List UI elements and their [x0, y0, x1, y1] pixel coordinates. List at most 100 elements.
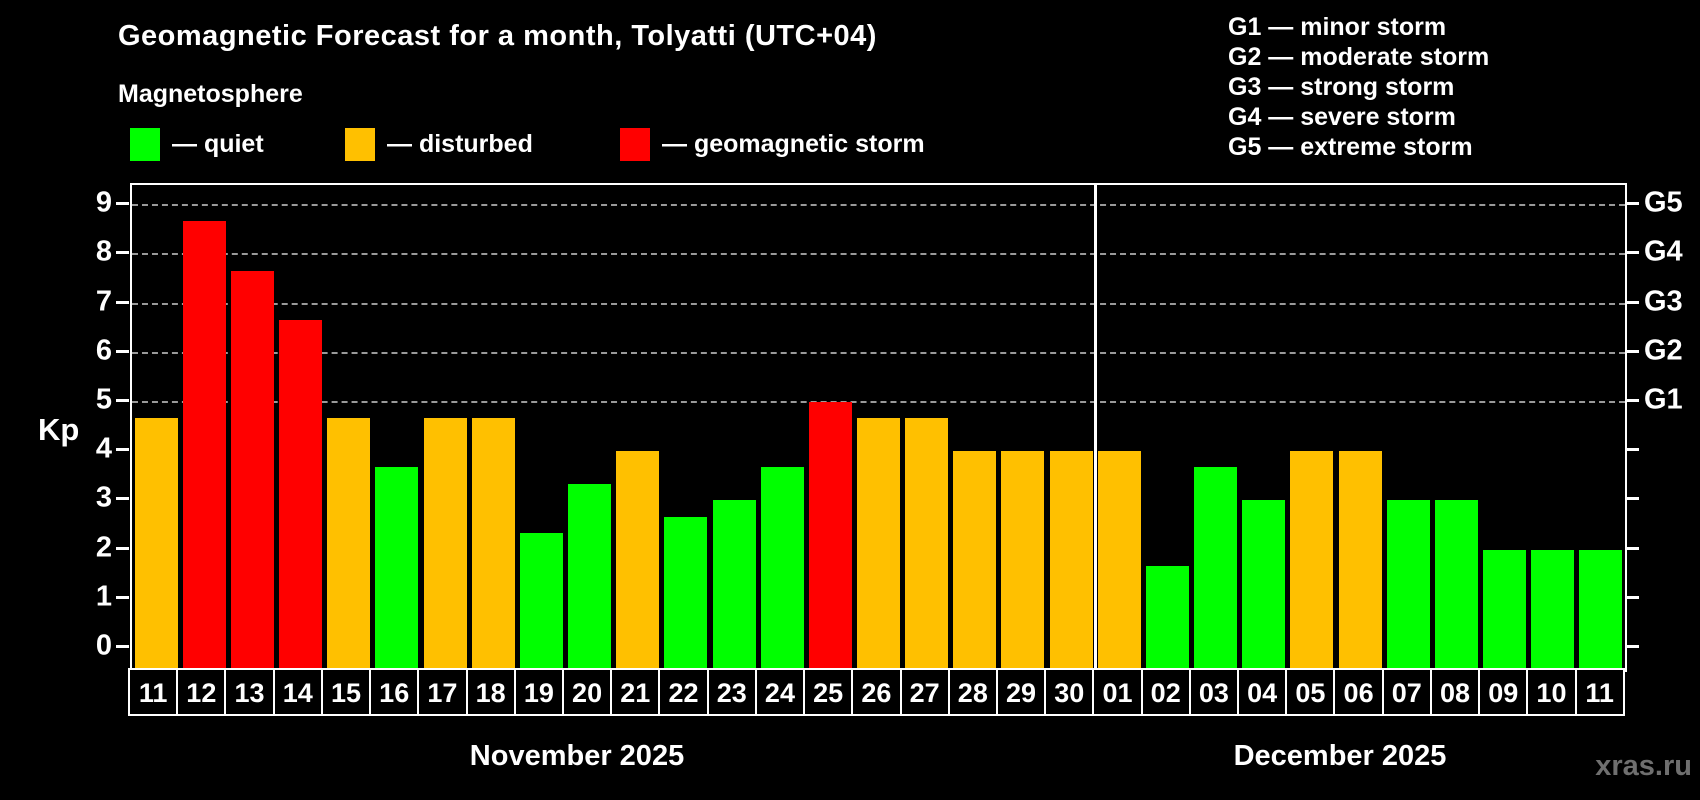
kp-bar-nov-11 [134, 418, 178, 670]
day-label-nov-11: 11 [128, 668, 179, 716]
left-tick-1 [116, 595, 129, 599]
kp-bar-nov-16 [375, 467, 419, 670]
legend-label-quiet: — quiet [172, 130, 264, 158]
month-label-december: December 2025 [1233, 740, 1447, 772]
kp-bar-nov-18 [471, 418, 515, 670]
kp-bar-dec-08 [1434, 500, 1478, 670]
right-tick-3 [1626, 497, 1639, 501]
quiet-color-swatch [130, 128, 160, 161]
right-axis-label-g2: G2 [1644, 334, 1683, 367]
kp-bar-dec-10 [1531, 549, 1575, 670]
kp-bar-nov-20 [568, 484, 612, 670]
kp-bar-nov-22 [664, 516, 708, 670]
day-label-nov-13: 13 [224, 668, 275, 716]
day-label-dec-11: 11 [1574, 668, 1625, 716]
left-tick-0 [116, 645, 129, 648]
right-axis-label-g3: G3 [1644, 285, 1683, 318]
kp-bar-nov-19 [519, 533, 563, 670]
plot-area [130, 183, 1627, 672]
left-tick-5 [116, 399, 129, 402]
right-tick-1 [1626, 595, 1639, 599]
kp-bar-dec-09 [1483, 549, 1527, 670]
storm-scale-line-g1: G1 — minor storm [1228, 13, 1447, 41]
gridline-kp5 [132, 401, 1625, 403]
storm-scale-line-g4: G4 — severe storm [1228, 103, 1456, 131]
kp-bar-nov-17 [423, 418, 467, 670]
kp-bar-nov-15 [327, 418, 371, 670]
kp-bar-dec-01 [1097, 451, 1141, 670]
kp-bar-nov-28 [953, 451, 997, 670]
storm-scale-line-g2: G2 — moderate storm [1228, 43, 1490, 71]
day-label-dec-01: 01 [1092, 668, 1143, 716]
right-axis-label-g5: G5 [1644, 186, 1683, 219]
left-tick-8 [116, 251, 129, 255]
y-tick-label-9: 9 [95, 186, 112, 219]
y-tick-label-0: 0 [95, 629, 112, 662]
day-label-nov-29: 29 [995, 668, 1047, 716]
kp-bar-nov-12 [182, 221, 226, 670]
watermark: xras.ru [1595, 750, 1692, 782]
right-tick-2 [1626, 546, 1639, 550]
y-tick-label-8: 8 [95, 235, 112, 268]
y-tick-label-2: 2 [95, 531, 112, 564]
day-label-nov-27: 27 [899, 668, 950, 716]
day-label-nov-28: 28 [947, 668, 998, 716]
gridline-kp6 [132, 351, 1625, 354]
kp-bar-dec-07 [1386, 500, 1430, 670]
day-label-nov-26: 26 [851, 668, 902, 716]
kp-bar-dec-02 [1145, 565, 1189, 670]
day-label-nov-15: 15 [320, 668, 372, 716]
day-label-dec-06: 06 [1333, 668, 1384, 716]
day-label-nov-24: 24 [754, 668, 806, 716]
day-label-nov-30: 30 [1044, 668, 1095, 716]
storm-color-swatch [620, 128, 650, 161]
day-label-nov-21: 21 [610, 668, 661, 716]
gridline-kp9 [132, 204, 1625, 207]
storm-scale-line-g3: G3 — strong storm [1228, 73, 1455, 101]
kp-bar-nov-30 [1049, 451, 1093, 670]
kp-bar-nov-27 [905, 418, 949, 670]
kp-bar-nov-29 [1001, 451, 1045, 670]
left-tick-6 [116, 349, 129, 353]
chart-subtitle: Magnetosphere [118, 80, 303, 108]
kp-bar-nov-13 [230, 270, 274, 670]
y-tick-label-5: 5 [95, 383, 112, 416]
day-label-nov-16: 16 [369, 668, 420, 716]
disturbed-color-swatch [345, 128, 375, 161]
kp-bar-nov-24 [760, 467, 804, 670]
kp-bar-dec-03 [1194, 467, 1238, 670]
right-tick-6 [1626, 349, 1639, 353]
y-tick-label-3: 3 [95, 481, 112, 514]
kp-bar-nov-21 [616, 451, 660, 670]
day-label-nov-12: 12 [176, 668, 227, 716]
right-tick-4 [1626, 448, 1639, 452]
kp-bar-nov-23 [712, 500, 756, 670]
kp-bar-dec-11 [1579, 549, 1623, 670]
day-label-nov-18: 18 [465, 668, 516, 716]
day-label-nov-20: 20 [561, 668, 613, 716]
day-label-nov-25: 25 [803, 668, 854, 716]
legend-label-storm: — geomagnetic storm [662, 130, 925, 158]
left-tick-2 [116, 546, 129, 550]
right-tick-7 [1626, 300, 1639, 304]
y-tick-label-7: 7 [95, 285, 112, 318]
day-label-dec-03: 03 [1188, 668, 1240, 716]
kp-bar-nov-26 [857, 418, 900, 670]
y-axis-label: Kp [38, 412, 80, 447]
day-label-dec-10: 10 [1526, 668, 1577, 716]
legend-label-disturbed: — disturbed [387, 130, 533, 158]
storm-scale-line-g5: G5 — extreme storm [1228, 133, 1473, 161]
storm-scale-legend: G1 — minor storm G2 — moderate storm G3 … [1228, 12, 1489, 162]
day-label-dec-08: 08 [1429, 668, 1481, 716]
right-axis-label-g4: G4 [1644, 235, 1683, 268]
legend-item-disturbed: — disturbed [345, 128, 533, 161]
y-tick-label-4: 4 [95, 432, 112, 465]
right-tick-5 [1626, 399, 1639, 402]
right-tick-9 [1626, 202, 1639, 206]
y-tick-label-1: 1 [95, 580, 112, 613]
kp-bar-dec-06 [1338, 451, 1382, 670]
kp-bar-nov-14 [279, 319, 323, 670]
right-axis-label-g1: G1 [1644, 383, 1683, 416]
left-tick-3 [116, 497, 129, 501]
